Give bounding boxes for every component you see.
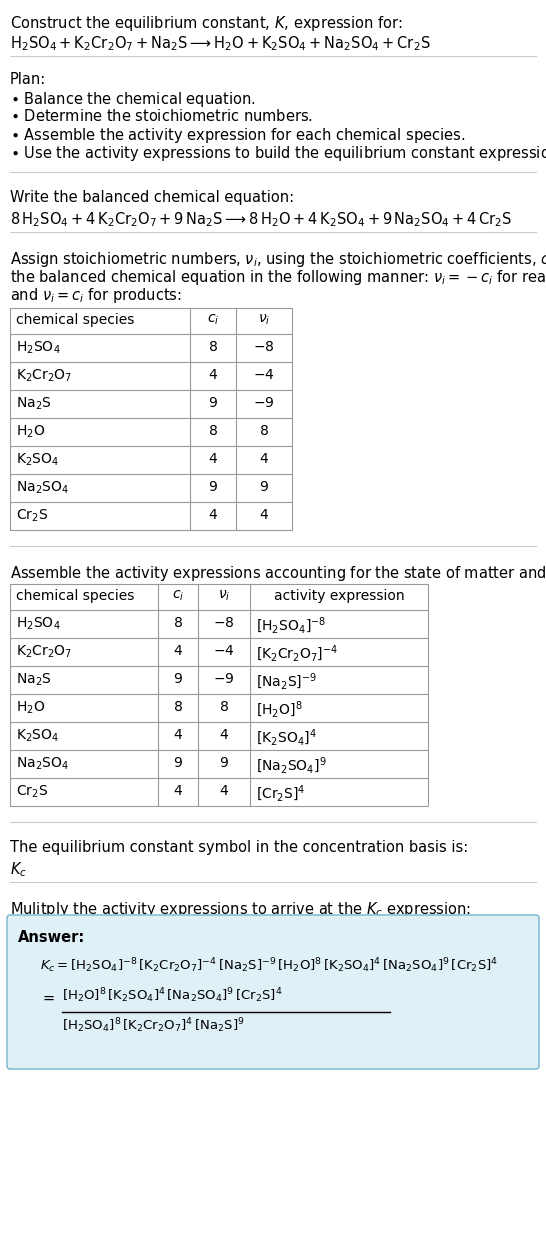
Text: activity expression: activity expression	[274, 589, 404, 603]
Bar	[10, 308, 292, 529]
Text: $\mathrm{Cr_2S}$: $\mathrm{Cr_2S}$	[16, 508, 48, 525]
Text: $\mathrm{K_2SO_4}$: $\mathrm{K_2SO_4}$	[16, 728, 60, 744]
Text: 9: 9	[174, 756, 182, 770]
Text: $=$: $=$	[40, 990, 56, 1004]
Text: the balanced chemical equation in the following manner: $\nu_i = -c_i$ for react: the balanced chemical equation in the fo…	[10, 268, 546, 286]
Text: 4: 4	[209, 368, 217, 382]
Text: Mulitply the activity expressions to arrive at the $K_c$ expression:: Mulitply the activity expressions to arr…	[10, 900, 471, 919]
Text: $[\mathrm{Na_2S}]^{-9}$: $[\mathrm{Na_2S}]^{-9}$	[256, 672, 317, 692]
Text: $[\mathrm{H_2SO_4}]^{8}\,[\mathrm{K_2Cr_2O_7}]^{4}\,[\mathrm{Na_2S}]^{9}$: $[\mathrm{H_2SO_4}]^{8}\,[\mathrm{K_2Cr_…	[62, 1016, 245, 1034]
Text: $\mathrm{Na_2S}$: $\mathrm{Na_2S}$	[16, 672, 52, 688]
Text: $[\mathrm{H_2O}]^{8}\,[\mathrm{K_2SO_4}]^{4}\,[\mathrm{Na_2SO_4}]^{9}\,[\mathrm{: $[\mathrm{H_2O}]^{8}\,[\mathrm{K_2SO_4}]…	[62, 986, 282, 1004]
Text: $\bullet$ Use the activity expressions to build the equilibrium constant express: $\bullet$ Use the activity expressions t…	[10, 144, 546, 162]
Text: chemical species: chemical species	[16, 312, 134, 327]
Text: and $\nu_i = c_i$ for products:: and $\nu_i = c_i$ for products:	[10, 286, 182, 305]
Text: Assemble the activity expressions accounting for the state of matter and $\nu_i$: Assemble the activity expressions accoun…	[10, 564, 546, 583]
Text: $\nu_i$: $\nu_i$	[218, 589, 230, 604]
Text: 4: 4	[174, 728, 182, 742]
Text: 4: 4	[219, 728, 228, 742]
Text: $-9$: $-9$	[213, 672, 235, 686]
Text: 9: 9	[174, 672, 182, 686]
Text: 9: 9	[219, 756, 228, 770]
Text: $\bullet$ Balance the chemical equation.: $\bullet$ Balance the chemical equation.	[10, 91, 256, 109]
Text: $K_c$: $K_c$	[10, 861, 27, 879]
Text: 8: 8	[219, 701, 228, 714]
Text: $\mathrm{Na_2SO_4}$: $\mathrm{Na_2SO_4}$	[16, 756, 69, 773]
Text: 4: 4	[209, 508, 217, 522]
Text: Write the balanced chemical equation:: Write the balanced chemical equation:	[10, 190, 294, 205]
Text: $[\mathrm{Na_2SO_4}]^{9}$: $[\mathrm{Na_2SO_4}]^{9}$	[256, 756, 327, 776]
Text: $-9$: $-9$	[253, 396, 275, 410]
Text: 4: 4	[209, 453, 217, 466]
Bar	[10, 584, 428, 806]
Text: $\mathrm{K_2SO_4}$: $\mathrm{K_2SO_4}$	[16, 453, 60, 469]
Text: Construct the equilibrium constant, $K$, expression for:: Construct the equilibrium constant, $K$,…	[10, 14, 402, 33]
Text: 9: 9	[209, 480, 217, 494]
Text: $[\mathrm{Cr_2S}]^{4}$: $[\mathrm{Cr_2S}]^{4}$	[256, 784, 305, 805]
Text: 9: 9	[259, 480, 269, 494]
Text: 8: 8	[259, 424, 269, 438]
Text: $\mathrm{Na_2S}$: $\mathrm{Na_2S}$	[16, 396, 52, 413]
Text: $c_i$: $c_i$	[207, 312, 219, 327]
Text: $[\mathrm{K_2Cr_2O_7}]^{-4}$: $[\mathrm{K_2Cr_2O_7}]^{-4}$	[256, 644, 338, 665]
Text: $[\mathrm{H_2SO_4}]^{-8}$: $[\mathrm{H_2SO_4}]^{-8}$	[256, 616, 326, 636]
Text: $\mathrm{H_2O}$: $\mathrm{H_2O}$	[16, 701, 45, 717]
FancyBboxPatch shape	[7, 915, 539, 1069]
Text: $-8$: $-8$	[253, 340, 275, 353]
Text: $\mathrm{K_2Cr_2O_7}$: $\mathrm{K_2Cr_2O_7}$	[16, 644, 73, 661]
Text: 8: 8	[174, 616, 182, 630]
Text: $\mathrm{H_2SO_4}$: $\mathrm{H_2SO_4}$	[16, 340, 61, 356]
Text: $[\mathrm{K_2SO_4}]^{4}$: $[\mathrm{K_2SO_4}]^{4}$	[256, 728, 317, 749]
Text: $-4$: $-4$	[213, 644, 235, 658]
Text: $\mathrm{H_2O}$: $\mathrm{H_2O}$	[16, 424, 45, 440]
Text: Answer:: Answer:	[18, 930, 85, 945]
Text: $c_i$: $c_i$	[172, 589, 184, 604]
Text: chemical species: chemical species	[16, 589, 134, 603]
Text: $\mathrm{Na_2SO_4}$: $\mathrm{Na_2SO_4}$	[16, 480, 69, 496]
Text: 4: 4	[219, 784, 228, 799]
Text: $\mathrm{Cr_2S}$: $\mathrm{Cr_2S}$	[16, 784, 48, 800]
Text: 4: 4	[260, 453, 269, 466]
Text: 8: 8	[209, 424, 217, 438]
Text: 4: 4	[260, 508, 269, 522]
Text: 9: 9	[209, 396, 217, 410]
Text: $\bullet$ Assemble the activity expression for each chemical species.: $\bullet$ Assemble the activity expressi…	[10, 126, 465, 145]
Text: $[\mathrm{H_2O}]^{8}$: $[\mathrm{H_2O}]^{8}$	[256, 701, 302, 720]
Text: $\mathrm{H_2SO_4 + K_2Cr_2O_7 + Na_2S \longrightarrow H_2O + K_2SO_4 + Na_2SO_4 : $\mathrm{H_2SO_4 + K_2Cr_2O_7 + Na_2S \l…	[10, 33, 430, 52]
Text: 4: 4	[174, 644, 182, 658]
Text: $K_c = [\mathrm{H_2SO_4}]^{-8}\,[\mathrm{K_2Cr_2O_7}]^{-4}\,[\mathrm{Na_2S}]^{-9: $K_c = [\mathrm{H_2SO_4}]^{-8}\,[\mathrm…	[40, 956, 498, 975]
Text: 4: 4	[174, 784, 182, 799]
Text: Plan:: Plan:	[10, 72, 46, 87]
Text: 8: 8	[174, 701, 182, 714]
Text: $\mathrm{H_2SO_4}$: $\mathrm{H_2SO_4}$	[16, 616, 61, 632]
Text: $\bullet$ Determine the stoichiometric numbers.: $\bullet$ Determine the stoichiometric n…	[10, 108, 313, 124]
Text: $\nu_i$: $\nu_i$	[258, 312, 270, 327]
Text: $\mathrm{8\,H_2SO_4 + 4\,K_2Cr_2O_7 + 9\,Na_2S \longrightarrow 8\,H_2O + 4\,K_2S: $\mathrm{8\,H_2SO_4 + 4\,K_2Cr_2O_7 + 9\…	[10, 210, 512, 228]
Text: The equilibrium constant symbol in the concentration basis is:: The equilibrium constant symbol in the c…	[10, 839, 468, 856]
Text: Assign stoichiometric numbers, $\nu_i$, using the stoichiometric coefficients, $: Assign stoichiometric numbers, $\nu_i$, …	[10, 250, 546, 269]
Text: $\mathrm{K_2Cr_2O_7}$: $\mathrm{K_2Cr_2O_7}$	[16, 368, 73, 384]
Text: $-8$: $-8$	[213, 616, 235, 630]
Text: 8: 8	[209, 340, 217, 353]
Text: $-4$: $-4$	[253, 368, 275, 382]
